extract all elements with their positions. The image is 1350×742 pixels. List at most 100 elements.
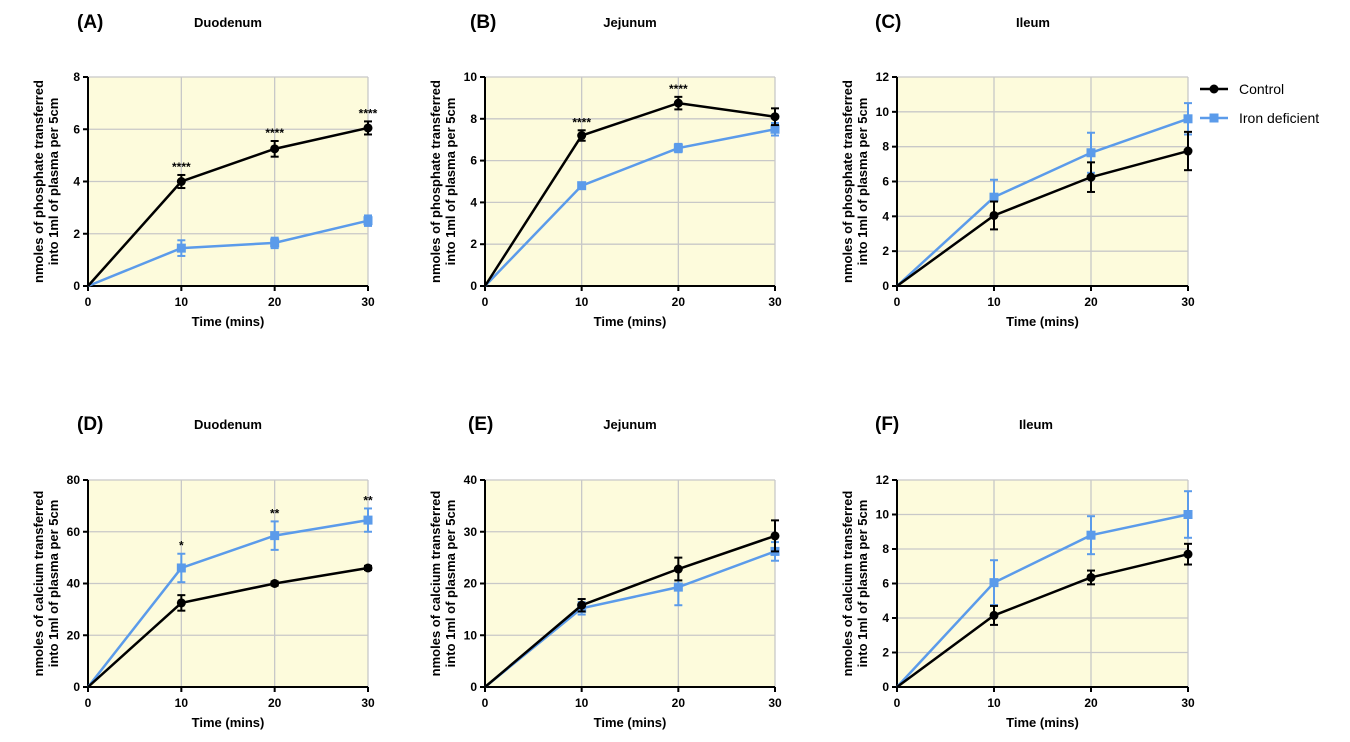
y-axis-title-line-2: into 1ml of plasma per 5cm [46,98,61,266]
x-axis-title: Time (mins) [594,715,667,730]
y-axis-title-line-1: nmoles of phosphate transferred [31,80,46,283]
series-line [87,566,369,688]
y-tick-label: 0 [470,279,477,293]
y-tick-label: 0 [882,680,889,694]
panel-title: Jejunum [603,417,656,432]
y-tick-label: 0 [73,279,80,293]
y-tick-label: 80 [67,473,81,487]
x-tick-label: 20 [268,696,282,710]
x-tick-label: 0 [85,696,92,710]
y-tick-label: 10 [464,70,478,84]
x-tick-label: 10 [987,295,1001,309]
y-tick-label: 8 [470,112,477,126]
y-tick-label: 40 [67,577,81,591]
data-point [1183,114,1193,124]
x-tick-label: 0 [894,696,901,710]
data-point [1086,172,1096,182]
y-tick-label: 0 [470,680,477,694]
y-tick-label: 2 [882,646,889,660]
x-tick-label: 0 [894,295,901,309]
x-axis-title: Time (mins) [192,314,265,329]
y-tick-label: 6 [73,122,80,136]
series-control [896,130,1193,288]
series-iron-deficient [87,507,373,688]
y-tick-label: 40 [464,473,478,487]
x-axis-title: Time (mins) [1006,314,1079,329]
chart-panel-5: 0 10 20 30 40 0 10 20 30 Time (mins) nmoles of cal… [428,414,782,730]
data-point [363,123,373,133]
y-tick-label: 60 [67,525,81,539]
data-point [1086,530,1096,540]
x-tick-label: 20 [268,295,282,309]
data-point [270,579,280,588]
x-tick-label: 20 [1084,295,1098,309]
data-point [1086,572,1096,582]
panel-title: Ileum [1016,15,1050,30]
x-axis-title: Time (mins) [192,715,265,730]
x-tick-label: 30 [768,295,782,309]
y-tick-label: 6 [470,154,477,168]
x-tick-label: 0 [482,696,489,710]
x-tick-label: 0 [482,295,489,309]
series-control [483,95,780,287]
series-iron-deficient [87,214,373,288]
panel-title: Duodenum [194,417,262,432]
data-point [176,563,186,573]
data-point [363,216,373,226]
chart-panel-3: 0 2 4 6 8 10 12 0 10 20 30 Time (mins) nmoles of pho… [840,12,1195,329]
y-axis-title-line-1: nmoles of calcium transferred [31,491,46,677]
y-tick-label: 2 [470,237,477,251]
series-control [484,519,780,688]
y-tick-label: 2 [882,244,889,258]
y-axis-title-line-1: nmoles of calcium transferred [840,491,855,677]
x-tick-label: 30 [361,295,375,309]
data-point [363,563,373,573]
panel-letter: (C) [875,12,901,33]
y-tick-label: 12 [876,70,890,84]
x-tick-label: 30 [361,696,375,710]
data-point [1183,510,1193,519]
significance-marker: **** [172,160,191,174]
significance-marker: ** [363,493,373,507]
chart-panel-6: 0 2 4 6 8 10 12 0 10 20 30 Time (mins) nmoles of cal… [840,414,1195,730]
data-point [176,243,186,253]
y-tick-label: 0 [882,279,889,293]
legend-label: Iron deficient [1239,110,1319,126]
chart-panel-4: 0 20 40 60 80 0 10 20 30 Time (mins) nmoles of cal… [31,414,375,730]
data-point [270,238,280,248]
y-axis-title-line-1: nmoles of phosphate transferred [840,80,855,283]
y-tick-label: 4 [73,175,80,189]
y-tick-label: 8 [882,140,889,154]
significance-marker: **** [359,106,378,120]
data-point [577,181,587,191]
data-point [270,144,280,154]
panel-letter: (A) [77,12,103,33]
data-point [1086,148,1096,158]
data-point [673,582,683,592]
data-point [673,564,683,574]
y-axis-title-line-2: into 1ml of plasma per 5cm [855,98,870,266]
series-control [896,542,1193,689]
data-point [673,98,683,108]
y-tick-label: 8 [73,70,80,84]
y-tick-label: 10 [876,105,890,119]
data-point [1183,549,1193,559]
chart-panel-2: 0 2 4 6 8 10 0 10 20 30 Time (mins) nmoles of phosp… [428,12,782,329]
legend-entry-iron-deficient: Iron deficient [1200,110,1319,126]
y-tick-label: 10 [464,628,478,642]
x-tick-label: 10 [575,295,589,309]
series-iron-deficient [484,121,780,287]
y-tick-label: 20 [464,577,478,591]
y-tick-label: 4 [882,209,889,223]
x-tick-label: 30 [1181,696,1195,710]
panel-title: Duodenum [194,15,262,30]
data-point [770,531,780,541]
x-tick-label: 20 [672,696,686,710]
legend-marker [1209,113,1219,123]
y-axis-title-line-2: into 1ml of plasma per 5cm [443,500,458,668]
data-point [770,112,780,122]
x-tick-label: 30 [1181,295,1195,309]
y-tick-label: 12 [876,473,890,487]
y-tick-label: 6 [882,577,889,591]
y-tick-label: 10 [876,508,890,522]
